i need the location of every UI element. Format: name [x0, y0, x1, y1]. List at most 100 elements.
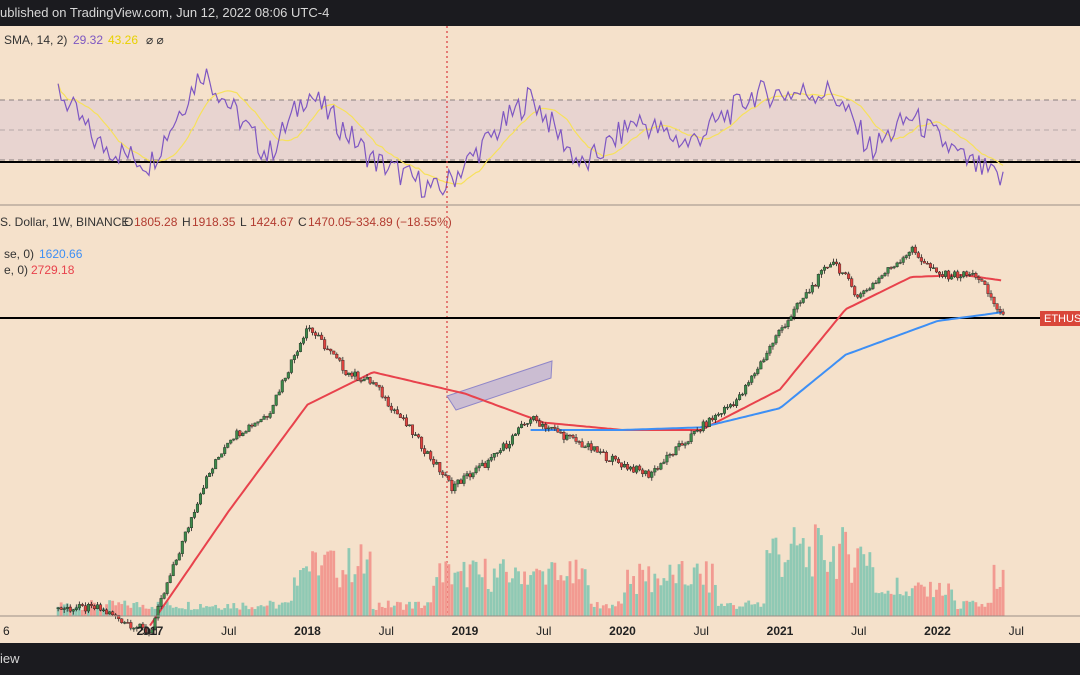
candle-body — [186, 527, 190, 533]
candle-body — [250, 424, 254, 427]
volume-bar — [302, 567, 305, 616]
candle-body — [435, 462, 439, 465]
candle-body — [462, 475, 466, 484]
candle-body — [398, 413, 402, 418]
candle-body — [102, 609, 106, 612]
candle-body — [792, 308, 796, 317]
low-label: L — [240, 215, 247, 229]
candle-body — [941, 274, 945, 277]
volume-bar — [402, 609, 405, 616]
volume-bar — [653, 573, 657, 616]
candle-body — [317, 334, 321, 337]
volume-bar — [883, 593, 887, 616]
candle-body — [474, 467, 478, 473]
candle-body — [168, 575, 172, 583]
volume-bar — [868, 552, 872, 616]
volume-bar — [359, 544, 363, 616]
candle-body — [71, 609, 75, 612]
volume-bar — [726, 603, 729, 616]
candle-body — [335, 354, 339, 359]
candle-body — [283, 377, 287, 381]
candle-body — [798, 302, 802, 304]
volume-bar — [953, 600, 957, 616]
volume-bar — [974, 602, 978, 616]
rsi-layer — [57, 68, 1004, 198]
volume-bar — [244, 605, 248, 616]
volume-bar — [810, 576, 814, 616]
volume-bar — [938, 582, 941, 616]
volume-bar — [804, 567, 808, 616]
volume-bar — [780, 576, 784, 616]
candle-body — [968, 274, 972, 276]
volume-bar — [962, 601, 966, 616]
volume-bar — [371, 608, 375, 616]
volume-bar — [380, 606, 384, 616]
candle-body — [111, 611, 115, 616]
volume-bar — [211, 606, 214, 616]
volume-bar — [959, 608, 963, 616]
candle-body — [520, 423, 524, 428]
candle-body — [883, 273, 887, 276]
candle-body — [965, 271, 969, 276]
candle-body — [214, 459, 218, 470]
volume-bar — [374, 609, 378, 616]
volume-bar — [320, 565, 324, 616]
volume-bar — [983, 606, 987, 616]
x-tick-label: 6 — [3, 624, 10, 638]
candle-body — [365, 377, 369, 380]
volume-bar — [520, 584, 523, 616]
candle-body — [886, 267, 890, 274]
candle-body — [944, 270, 948, 277]
candle-body — [289, 359, 293, 373]
candle-body — [722, 407, 726, 414]
candle-body — [374, 382, 378, 386]
candle-body — [989, 293, 993, 298]
volume-bar — [765, 550, 769, 616]
volume-bar — [892, 594, 896, 616]
volume-bar — [168, 605, 172, 616]
volume-bar — [314, 552, 317, 616]
candle-body — [880, 275, 884, 279]
candle-body — [601, 451, 605, 453]
volume-bar — [535, 568, 539, 616]
candle-body — [732, 404, 736, 407]
candle-body — [338, 357, 342, 361]
volume-bar — [74, 606, 78, 616]
volume-bar — [647, 566, 651, 616]
candle-body — [495, 452, 499, 454]
volume-bar — [492, 568, 496, 616]
candle-body — [983, 281, 987, 285]
candle-body — [432, 459, 436, 465]
candle-body — [547, 427, 551, 430]
volume-bar — [889, 593, 893, 616]
rsi-sma-value: 43.26 — [108, 33, 138, 47]
candle-body — [241, 433, 245, 436]
volume-layer — [56, 524, 1005, 616]
volume-bar — [138, 607, 142, 616]
candle-body — [592, 446, 596, 451]
candle-body — [477, 465, 481, 469]
candle-body — [931, 267, 935, 269]
candle-body — [105, 609, 109, 615]
volume-bar — [308, 571, 311, 616]
candle-body — [353, 371, 357, 377]
volume-bar — [132, 603, 136, 616]
candle-body — [656, 468, 660, 470]
candle-body — [86, 604, 90, 612]
candle-body — [729, 404, 733, 408]
volume-bar — [732, 605, 735, 616]
candle-body — [320, 334, 324, 340]
x-tick-label: Jul — [379, 624, 394, 638]
volume-bar — [659, 585, 663, 616]
volume-bar — [241, 602, 245, 616]
candle-body — [171, 564, 175, 576]
volume-bar — [738, 606, 742, 616]
volume-bar — [386, 600, 390, 616]
ascending-channel — [446, 360, 553, 411]
candle-body — [998, 309, 1002, 313]
volume-bar — [847, 554, 851, 616]
candle-body — [856, 294, 860, 298]
candle-body — [159, 598, 163, 607]
volume-bar — [977, 606, 981, 616]
